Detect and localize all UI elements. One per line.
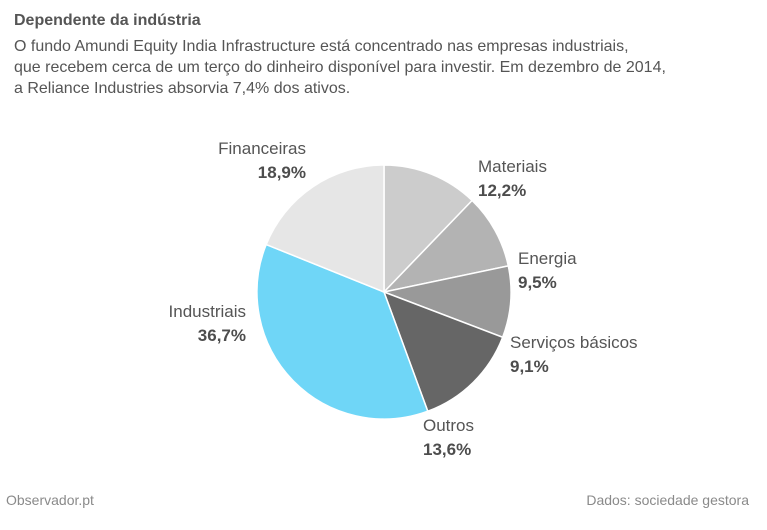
pie-slice-outros bbox=[382, 290, 504, 413]
slice-label-materiais: Materiais bbox=[478, 157, 547, 176]
slice-label-energia: Energia bbox=[518, 249, 577, 268]
chart-title: Dependente da indústria bbox=[14, 12, 201, 29]
slice-label-industriais: Industriais bbox=[169, 302, 246, 321]
pie-slice-industriais bbox=[256, 243, 429, 420]
slice-value-outros: 13,6% bbox=[423, 440, 471, 459]
slice-label-servi-os-b-sicos: Serviços básicos bbox=[510, 333, 638, 352]
pie-slice-materiais bbox=[383, 164, 474, 294]
slice-value-energia: 9,5% bbox=[518, 273, 557, 292]
subtitle-line-3: a Reliance Industries absorvia 7,4% dos … bbox=[14, 80, 351, 97]
slice-value-financeiras: 18,9% bbox=[258, 163, 306, 182]
slice-label-financeiras: Financeiras bbox=[218, 139, 306, 158]
subtitle-line-1: O fundo Amundi Equity India Infrastructu… bbox=[14, 38, 629, 55]
slice-value-materiais: 12,2% bbox=[478, 181, 526, 200]
footer-brand: Observador.pt bbox=[6, 492, 94, 508]
slice-value-industriais: 36,7% bbox=[198, 326, 246, 345]
subtitle-line-2: que recebem cerca de um terço do dinheir… bbox=[14, 59, 666, 76]
pie-slice-financeiras bbox=[265, 164, 385, 294]
chart-subtitle: O fundo Amundi Equity India Infrastructu… bbox=[14, 36, 754, 99]
slice-label-outros: Outros bbox=[423, 416, 474, 435]
footer-source: Dados: sociedade gestora bbox=[586, 492, 749, 508]
slice-value-servi-os-b-sicos: 9,1% bbox=[510, 357, 549, 376]
pie-slice-energia bbox=[381, 199, 510, 294]
